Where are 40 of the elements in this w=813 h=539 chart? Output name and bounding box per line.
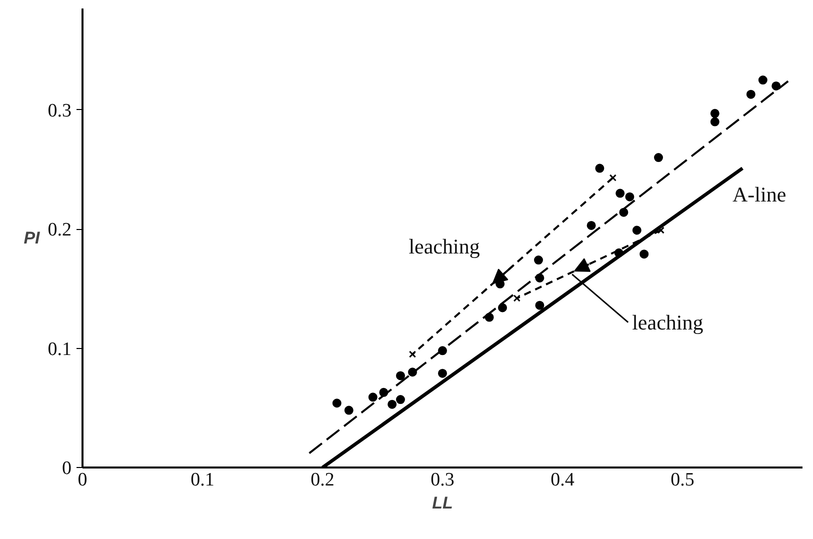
point (625, 192, 634, 202)
x-axis-title: LL (432, 494, 453, 512)
x-tick-label: 0.3 (430, 470, 454, 490)
point (586, 220, 596, 230)
point (710, 108, 720, 118)
y-tick-label: 0.1 (48, 338, 72, 360)
point (396, 371, 405, 380)
x-tick-label: 0.2 (310, 470, 334, 490)
point (616, 188, 625, 198)
series-label: A-line (732, 182, 786, 206)
point (640, 250, 649, 259)
y-axis-title: PI (24, 228, 42, 248)
point (595, 164, 604, 173)
point (710, 117, 720, 126)
point (534, 256, 543, 265)
point (654, 153, 663, 162)
point (388, 400, 397, 409)
point (535, 300, 544, 310)
point (368, 392, 378, 402)
annotation: leaching (408, 234, 480, 259)
point (609, 174, 616, 182)
annotation: leaching (632, 310, 704, 334)
point (772, 82, 781, 90)
y-tick-label: 0.3 (48, 100, 72, 122)
point (513, 294, 520, 302)
point (396, 395, 405, 404)
point (344, 406, 354, 415)
point (758, 76, 768, 85)
point (498, 303, 507, 312)
x-tick-label: 0.5 (670, 470, 694, 490)
x-tick-label: 0.1 (190, 470, 214, 490)
point (657, 226, 664, 234)
point (332, 398, 342, 408)
x-tick-label: 0 (78, 470, 88, 490)
y-tick-label: 0.2 (48, 220, 72, 241)
point (408, 350, 416, 358)
x-tick-label: 0.4 (550, 470, 575, 490)
point (632, 226, 642, 235)
point (746, 90, 756, 99)
point (438, 368, 447, 378)
